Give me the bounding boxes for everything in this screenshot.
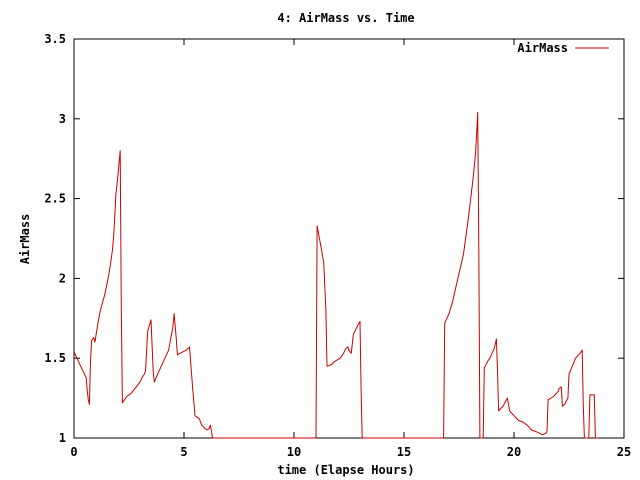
y-axis: 1 1.5 2 2.5 3 3.5: [44, 32, 624, 445]
x-tick-label: 20: [507, 445, 521, 459]
series-line-airmass: [73, 111, 599, 439]
x-tick-label: 0: [70, 445, 77, 459]
plot-border: [73, 38, 625, 439]
legend: AirMass: [517, 41, 609, 55]
series-layer: [73, 111, 599, 439]
x-axis-title: time (Elapse Hours): [277, 463, 414, 477]
y-tick-label: 1: [59, 431, 66, 445]
y-axis-title: AirMass: [18, 214, 32, 265]
y-tick-label: 1.5: [44, 351, 66, 365]
x-tick-label: 25: [617, 445, 631, 459]
plot-frame: [73, 38, 625, 439]
legend-label-airmass: AirMass: [517, 41, 568, 55]
x-tick-label: 10: [287, 445, 301, 459]
x-tick-label: 5: [180, 445, 187, 459]
x-axis: 0 5 10 15 20 25: [70, 39, 631, 459]
y-tick-label: 3: [59, 112, 66, 126]
y-tick-label: 3.5: [44, 32, 66, 46]
y-tick-label: 2: [59, 271, 66, 285]
chart-title: 4: AirMass vs. Time: [277, 11, 414, 25]
y-tick-label: 2.5: [44, 192, 66, 206]
x-tick-label: 15: [397, 445, 411, 459]
